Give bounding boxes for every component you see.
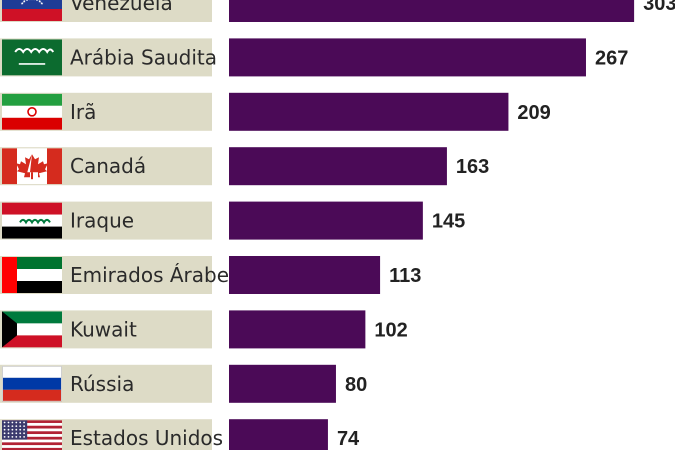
category-label: Iraque	[70, 209, 134, 233]
category-label: Emirados Árabes	[70, 263, 239, 287]
uae-flag-icon	[2, 257, 62, 293]
bar-row-kuwait: Kuwait 102	[0, 310, 408, 349]
value-label: 303	[643, 0, 675, 15]
bar	[229, 364, 336, 403]
value-label: 113	[389, 265, 421, 287]
category-label: Kuwait	[70, 317, 137, 341]
category-label: Irã	[70, 100, 96, 124]
bar-row-emirados-arabes: Emirados Árabes 113	[0, 256, 421, 294]
value-label: 102	[374, 319, 407, 341]
bar	[229, 201, 423, 240]
bar	[229, 310, 366, 349]
saudi-arabia-flag-icon	[2, 39, 62, 76]
bar-row-russia: Rússia 80	[0, 364, 367, 403]
usa-flag-icon	[2, 420, 62, 450]
category-label: Arábia Saudita	[70, 45, 217, 69]
bar	[229, 38, 586, 77]
russia-flag-icon	[2, 365, 62, 402]
value-label: 267	[595, 47, 628, 69]
value-label: 145	[432, 211, 465, 233]
kuwait-flag-icon	[2, 311, 62, 348]
bar	[229, 147, 447, 186]
bar	[229, 0, 635, 22]
bar	[229, 256, 381, 294]
bar	[229, 419, 328, 450]
bar-row-iraque: Iraque 145	[0, 201, 465, 240]
canada-flag-icon	[2, 148, 62, 185]
bar-row-canada: Canadá 163	[0, 147, 489, 186]
venezuela-flag-icon	[2, 0, 62, 21]
category-label: Rússia	[70, 372, 134, 396]
iran-flag-icon	[2, 93, 62, 130]
bar-row-arabia-saudita: Arábia Saudita 267	[0, 38, 628, 77]
bar-row-estados-unidos: Estados Unidos 74	[0, 419, 360, 450]
category-label: Estados Unidos	[70, 426, 223, 450]
bar-row-venezuela: Venezuela 303	[0, 0, 675, 22]
value-label: 80	[345, 374, 367, 396]
value-label: 74	[337, 428, 360, 450]
iraq-flag-icon	[2, 202, 62, 239]
category-label: Venezuela	[70, 0, 173, 15]
category-label: Canadá	[70, 154, 146, 178]
bar-row-ira: Irã 209	[0, 92, 551, 131]
value-label: 209	[517, 102, 550, 124]
value-label: 163	[456, 156, 489, 178]
bar	[229, 92, 509, 131]
